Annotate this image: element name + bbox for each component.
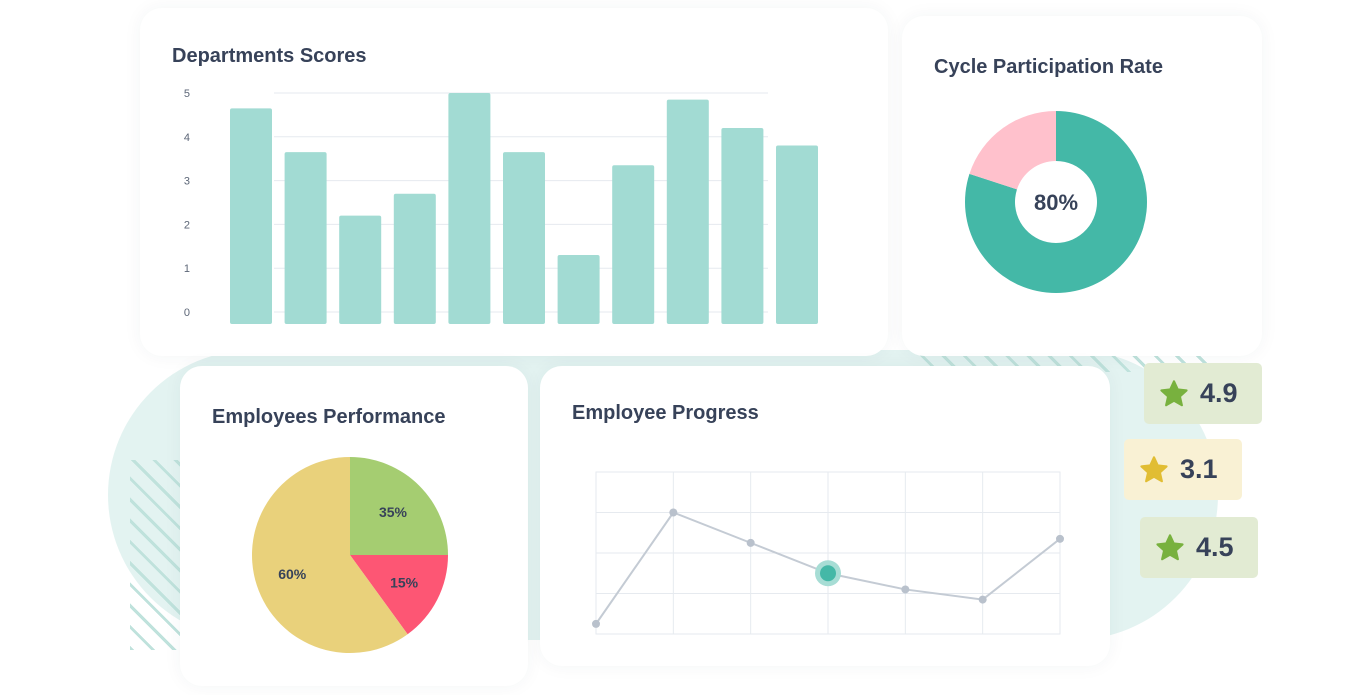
line-point [592, 619, 600, 628]
bar [284, 152, 327, 324]
rating-value: 4.9 [1200, 378, 1238, 408]
line-point [669, 508, 678, 517]
donut-slice [965, 111, 1147, 293]
participation-donut-chart: 80% [965, 111, 1147, 293]
employees-performance-title: Employees Performance [212, 406, 446, 428]
performance-pie-chart: 35% 15% 60% [251, 457, 448, 653]
rating-badge: 3.1 [1124, 439, 1242, 500]
bar [666, 99, 709, 324]
bar [393, 193, 436, 324]
pie-slice-label: 60% [278, 566, 307, 582]
line-point [1056, 534, 1064, 543]
pie-slice [350, 555, 448, 635]
line-point [978, 595, 987, 604]
bar [230, 108, 272, 324]
bar-y-tick-label: 3 [184, 176, 190, 188]
employee-progress-title: Employee Progress [572, 402, 759, 424]
participation-rate-title: Cycle Participation Rate [934, 56, 1163, 78]
rating-value: 3.1 [1180, 454, 1218, 484]
bar-y-tick-label: 5 [184, 88, 190, 100]
pie-slice-label: 15% [390, 575, 419, 591]
star-icon [1140, 455, 1168, 482]
bar [721, 128, 764, 324]
pie-slice-label: 35% [379, 504, 408, 520]
line-point [746, 538, 755, 547]
employees-performance-card: Employees Performance 35% 15% 60% [180, 366, 528, 686]
line-point [901, 585, 910, 594]
donut-center-label: 80% [1034, 190, 1078, 215]
rating-badge: 4.9 [1144, 363, 1262, 424]
bar-y-tick-label: 1 [184, 263, 190, 275]
line-highlight-point [820, 565, 836, 582]
pie-slice [251, 457, 408, 653]
rating-value: 4.5 [1196, 532, 1234, 562]
bar-y-tick-label: 4 [184, 132, 190, 144]
employee-progress-card: Employee Progress [540, 366, 1110, 666]
departments-bar-chart: 0 1 2 3 4 5 [184, 88, 818, 324]
star-icon [1156, 533, 1184, 560]
rating-badge: 4.5 [1140, 517, 1258, 578]
bar [448, 93, 491, 324]
donut-slice [969, 111, 1056, 190]
bar [557, 255, 600, 324]
departments-scores-title: Departments Scores [172, 45, 367, 67]
bar [339, 215, 382, 324]
progress-line-chart [592, 471, 1064, 635]
departments-scores-card: Departments Scores 0 1 2 3 4 5 [140, 8, 888, 356]
pie-slice [350, 457, 448, 555]
bar [612, 165, 655, 324]
bar-y-tick-label: 2 [184, 219, 190, 231]
star-icon [1160, 379, 1188, 406]
bar [776, 145, 818, 324]
bar-y-tick-label: 0 [184, 307, 190, 319]
bar [503, 152, 545, 324]
participation-rate-card: Cycle Participation Rate 80% [902, 16, 1262, 356]
